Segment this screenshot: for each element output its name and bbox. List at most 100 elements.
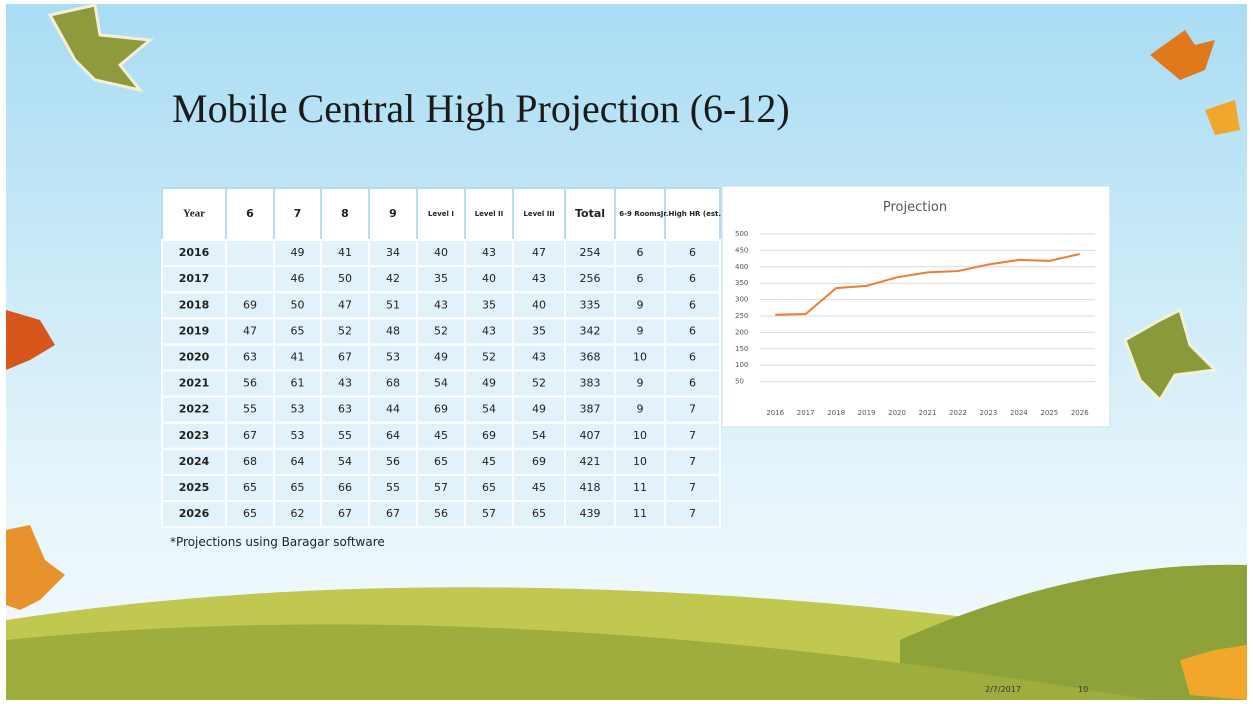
cell-text: 254: [580, 246, 601, 259]
cell-text: 49: [434, 350, 448, 363]
header-label: Level II: [475, 210, 504, 218]
cell-text: 65: [482, 481, 496, 494]
cell-text: 54: [532, 429, 546, 442]
cell-text: 68: [243, 455, 257, 468]
cell: [664, 500, 721, 529]
cell-text: 50: [338, 272, 352, 285]
cell-text: 368: [580, 350, 601, 363]
x-tick-label: 2021: [919, 409, 937, 417]
cell-text: 55: [243, 403, 257, 416]
cell-text: 7: [689, 429, 696, 442]
cell-text: 2020: [179, 350, 210, 363]
cell-text: 9: [637, 324, 644, 337]
cell-text: 57: [434, 481, 448, 494]
cell-text: 63: [243, 350, 257, 363]
cell-text: 342: [580, 324, 601, 337]
leaf: [6, 525, 65, 610]
cell-text: 43: [482, 246, 496, 259]
cell-text: 6: [689, 298, 696, 311]
cell-text: 65: [243, 507, 257, 520]
cell-text: 65: [434, 455, 448, 468]
cell-text: 11: [633, 507, 647, 520]
line: [775, 253, 1080, 316]
x-tick-label: 2026: [1071, 409, 1089, 417]
y-tick-label: 450: [735, 246, 748, 254]
cell-text: 53: [291, 403, 305, 416]
x-tick-label: 2020: [888, 409, 906, 417]
header-label: Jr.High HR (est.): [660, 210, 724, 218]
cell-text: 10: [633, 455, 647, 468]
y-tick-label: 350: [735, 279, 748, 287]
cell-text: 52: [532, 377, 546, 390]
chart: 50 100 150 200 250 300 350 400 450 500 2016 2017 201…: [735, 230, 1095, 417]
header-label: 6: [246, 207, 254, 220]
y-tick-label: 100: [735, 361, 748, 369]
cell-text: 67: [338, 507, 352, 520]
cell-text: 52: [434, 324, 448, 337]
x-tick-label: 2023: [979, 409, 997, 417]
cell-text: 2023: [179, 429, 210, 442]
cell-text: 35: [532, 324, 546, 337]
x-tick-label: 2018: [827, 409, 845, 417]
leaf: [47, 3, 154, 93]
footer-date: 2/7/2017: [985, 685, 1021, 694]
y-tick-label: 250: [735, 312, 748, 320]
cell-text: 2026: [179, 507, 210, 520]
y-tick-label: 400: [735, 263, 748, 271]
header-label: Level I: [428, 210, 454, 218]
cell-text: 69: [434, 403, 448, 416]
cell-text: 49: [482, 377, 496, 390]
header-bg: [162, 188, 720, 240]
cell-text: 54: [338, 455, 352, 468]
cell-text: 45: [532, 481, 546, 494]
cell-text: 40: [532, 298, 546, 311]
cell-text: 57: [482, 507, 496, 520]
cell-text: 7: [689, 481, 696, 494]
cell-text: 51: [386, 298, 400, 311]
cell-text: 11: [633, 481, 647, 494]
leaf: [1150, 30, 1215, 80]
cell-text: 66: [338, 481, 352, 494]
cell-text: 48: [386, 324, 400, 337]
cell-text: 43: [532, 272, 546, 285]
cell-text: 9: [637, 377, 644, 390]
cell-text: 387: [580, 403, 601, 416]
cell-text: 383: [580, 377, 601, 390]
cell-text: 54: [482, 403, 496, 416]
cell-text: 55: [386, 481, 400, 494]
cell-text: 69: [482, 429, 496, 442]
hill-right: [900, 564, 1247, 700]
cell-text: 10: [633, 350, 647, 363]
leaf: [1205, 100, 1240, 135]
cell-text: 6: [637, 272, 644, 285]
cell-text: 67: [338, 350, 352, 363]
cell-text: 6: [689, 350, 696, 363]
cell-text: 65: [291, 324, 305, 337]
cell-text: 65: [532, 507, 546, 520]
cell-text: 35: [434, 272, 448, 285]
x-tick-label: 2016: [766, 409, 784, 417]
y-tick-label: 200: [735, 328, 748, 336]
cell-text: 65: [291, 481, 305, 494]
cell-text: 7: [689, 507, 696, 520]
cell-text: 7: [689, 455, 696, 468]
cell-text: 6: [689, 246, 696, 259]
cell-text: 6: [689, 377, 696, 390]
cell-text: 2025: [179, 481, 210, 494]
cell-text: 2024: [179, 455, 210, 468]
cell-text: 47: [338, 298, 352, 311]
cell-text: 2017: [179, 272, 210, 285]
cell-text: 52: [338, 324, 352, 337]
x-tick-label: 2025: [1040, 409, 1058, 417]
cell-text: 2022: [179, 403, 210, 416]
cell-text: 44: [386, 403, 400, 416]
cell-text: 256: [580, 272, 601, 285]
header-label: Year: [183, 208, 205, 220]
cell-text: 50: [291, 298, 305, 311]
footnote: *Projections using Baragar software: [170, 535, 385, 549]
cell-text: 45: [482, 455, 496, 468]
cell-text: 53: [291, 429, 305, 442]
cell-text: 64: [386, 429, 400, 442]
